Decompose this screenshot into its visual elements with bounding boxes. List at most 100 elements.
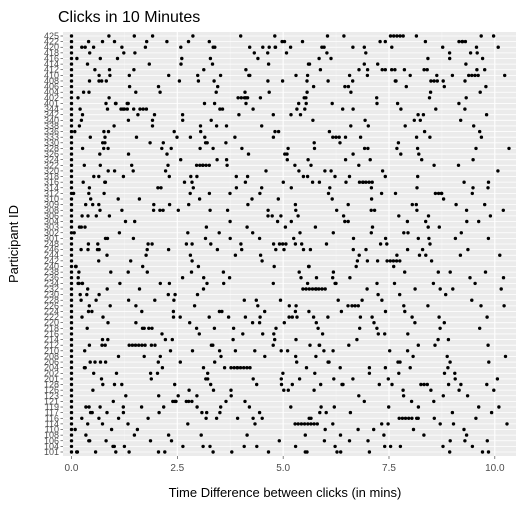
data-point [304, 101, 308, 106]
data-point [486, 186, 490, 190]
data-point [411, 354, 415, 359]
data-point [428, 135, 432, 139]
data-point [69, 399, 74, 404]
data-point [442, 84, 446, 89]
data-point [465, 394, 470, 398]
data-point [322, 45, 326, 49]
data-point [390, 45, 394, 49]
data-point [148, 371, 153, 375]
data-point [417, 152, 421, 156]
data-point [397, 416, 401, 420]
data-point [251, 107, 255, 111]
data-point [233, 135, 237, 139]
data-point [298, 113, 303, 117]
data-point [242, 366, 246, 370]
data-point [91, 45, 96, 49]
data-point [147, 326, 151, 330]
data-point [189, 174, 193, 179]
data-point [407, 416, 411, 420]
data-point [270, 214, 274, 218]
data-point [356, 427, 360, 432]
data-point [133, 219, 137, 224]
data-point [328, 186, 332, 190]
y-tick-label: 420 [44, 42, 59, 52]
data-point [396, 141, 401, 145]
data-point [393, 191, 398, 196]
data-point [304, 287, 308, 291]
data-point [479, 304, 483, 308]
data-point [307, 416, 311, 420]
data-point [102, 146, 106, 151]
data-point [97, 174, 101, 179]
data-point [502, 304, 506, 308]
data-point [478, 129, 482, 134]
data-point [190, 180, 194, 184]
data-point [80, 416, 84, 420]
data-point [468, 276, 472, 280]
data-point [398, 34, 402, 38]
data-point [247, 405, 252, 409]
data-point [383, 444, 387, 449]
data-point [107, 214, 112, 218]
data-point [369, 197, 374, 201]
data-point [69, 174, 74, 179]
data-point [429, 388, 433, 392]
data-point [138, 107, 142, 111]
data-point [274, 326, 278, 330]
data-point [69, 388, 74, 392]
data-point [194, 163, 199, 167]
data-point [413, 321, 417, 325]
data-point [314, 321, 318, 325]
data-point [160, 366, 165, 370]
data-point [240, 247, 244, 252]
data-point [87, 405, 91, 409]
data-point [312, 388, 316, 392]
y-tick-label: 202 [44, 368, 59, 378]
data-point [257, 410, 262, 415]
data-point [348, 410, 353, 415]
y-tick-label: 401 [44, 98, 59, 108]
data-point [369, 231, 373, 235]
data-point [163, 169, 168, 173]
data-point [166, 247, 171, 252]
data-point [91, 388, 95, 392]
data-point [228, 219, 232, 224]
data-point [242, 444, 246, 449]
data-point [146, 242, 150, 246]
y-tick-label: 412 [44, 65, 59, 75]
data-point [365, 73, 370, 78]
data-point [160, 332, 164, 336]
data-point [239, 34, 243, 38]
data-point [178, 360, 182, 364]
data-point [217, 231, 221, 235]
data-point [86, 214, 90, 218]
data-point [393, 68, 397, 72]
data-point [217, 349, 222, 353]
data-point [69, 180, 74, 184]
data-point [388, 444, 393, 449]
data-point [166, 163, 170, 167]
data-point [486, 450, 491, 454]
data-point [367, 450, 372, 454]
data-point [69, 416, 74, 420]
data-point [225, 208, 230, 212]
data-point [464, 62, 468, 66]
data-point [76, 281, 80, 286]
y-tick-label: 126 [44, 385, 59, 395]
data-point [332, 377, 336, 381]
data-point [194, 326, 199, 330]
data-point [69, 208, 74, 212]
data-point [69, 39, 74, 44]
y-tick-label: 210 [44, 346, 59, 356]
data-point [474, 45, 479, 49]
data-point [158, 208, 162, 212]
data-point [97, 73, 101, 78]
data-point [207, 163, 211, 167]
data-point [447, 51, 452, 55]
data-point [505, 422, 509, 426]
data-point [333, 281, 337, 286]
data-point [77, 124, 82, 128]
data-point [484, 84, 488, 89]
data-point [69, 152, 74, 156]
data-point [460, 39, 464, 44]
